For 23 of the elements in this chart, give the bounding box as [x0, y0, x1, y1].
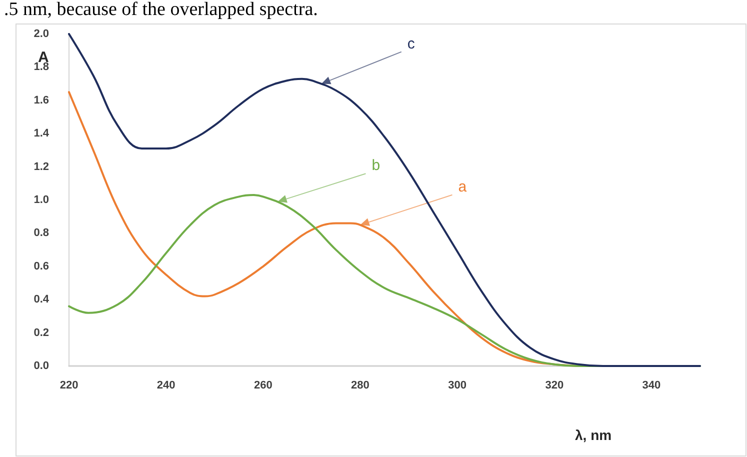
x-tick-label: 280: [351, 380, 370, 392]
y-tick-label: 0.4: [34, 294, 50, 306]
y-tick-label: 0.2: [34, 326, 49, 339]
annotation: b: [372, 157, 380, 174]
y-tick-label: 1.6: [34, 94, 49, 106]
x-tick-label: 300: [448, 380, 466, 392]
line-series: [68, 33, 701, 367]
x-tick-label: 220: [60, 380, 78, 392]
y-tick-label: 0.6: [34, 260, 49, 272]
y-tick-label: 0.0: [34, 360, 49, 372]
x-tick-label: 320: [545, 380, 564, 392]
x-axis-title: λ, nm: [575, 427, 612, 443]
annotation: c: [407, 35, 416, 52]
y-tick-label: 0.8: [34, 227, 49, 240]
y-tick-label: 2.0: [34, 28, 49, 40]
y-tick-label: 1.0: [34, 194, 49, 206]
x-tick-label: 260: [254, 380, 272, 392]
annotation: a: [458, 178, 468, 196]
y-tick-label: 1.4: [34, 128, 50, 140]
x-tick-label: 240: [156, 380, 176, 392]
y-tick-label: 1.2: [34, 160, 49, 173]
x-tick-label: 340: [642, 380, 661, 392]
text: .5 nm, because of the overlapped spectra.: [4, 0, 318, 20]
